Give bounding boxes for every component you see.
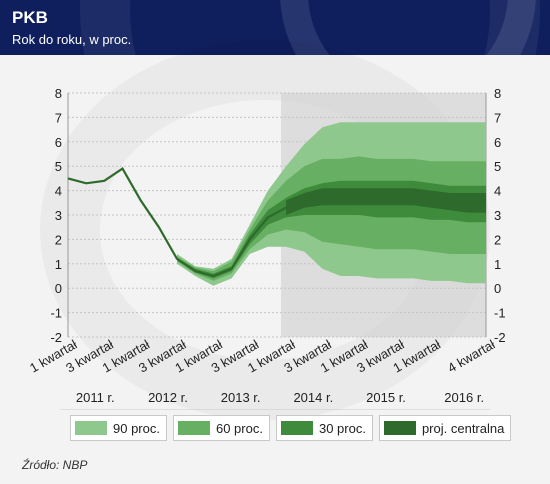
y-tick-label-left: 4 (55, 184, 62, 199)
y-tick-label-right: 6 (494, 135, 501, 150)
chart-subtitle: Rok do roku, w proc. (12, 32, 132, 47)
y-tick-label-right: 8 (494, 86, 501, 101)
y-tick-label-right: -1 (494, 306, 506, 321)
y-tick-label-right: 2 (494, 232, 501, 247)
y-tick-label-left: 6 (55, 135, 62, 150)
legend-label-central: proj. centralna (421, 420, 505, 436)
x-tick-label: 4 kwartał (445, 337, 498, 376)
legend-swatch-30 (280, 421, 313, 435)
legend-label-30: 30 proc. (318, 420, 366, 436)
y-tick-label-left: 8 (55, 86, 62, 101)
legend-swatch-60 (177, 421, 210, 435)
y-tick-label-left: 0 (55, 281, 62, 296)
year-label: 2015 r. (366, 390, 406, 405)
year-label: 2013 r. (221, 390, 261, 405)
y-tick-label-right: -2 (494, 330, 506, 345)
chart-title: PKB (12, 8, 48, 27)
year-label: 2014 r. (293, 390, 333, 405)
legend-item-60: 60 proc. (172, 415, 270, 441)
source-note: Źródło: NBP (22, 458, 88, 472)
chart-header: PKB Rok do roku, w proc. (0, 0, 550, 55)
legend-item-30: 30 proc. (275, 415, 373, 441)
y-tick-label-left: 3 (55, 208, 62, 223)
y-tick-label-left: 2 (55, 232, 62, 247)
y-tick-label-right: 4 (494, 184, 501, 199)
year-label: 2016 r. (444, 390, 484, 405)
y-tick-label-left: 7 (55, 110, 62, 125)
legend-label-60: 60 proc. (215, 420, 263, 436)
y-tick-label-left: 5 (55, 159, 62, 174)
y-tick-label-left: 1 (55, 257, 62, 272)
y-tick-label-right: 7 (494, 110, 501, 125)
central-line (67, 167, 486, 278)
y-tick-label-left: -2 (50, 330, 62, 345)
y-tick-label-left: -1 (50, 306, 62, 321)
y-tick-label-right: 5 (494, 159, 501, 174)
legend-swatch-central (383, 421, 416, 435)
legend-item-central: proj. centralna (378, 415, 512, 441)
year-label: 2011 r. (76, 390, 115, 405)
y-tick-label-right: 3 (494, 208, 501, 223)
legend-label-90: 90 proc. (113, 420, 160, 436)
y-tick-label-right: 1 (494, 257, 501, 272)
legend-item-90: 90 proc. (70, 415, 167, 441)
y-tick-label-right: 0 (494, 281, 501, 296)
band-central (286, 188, 486, 215)
legend-swatch-90 (75, 421, 107, 435)
chart-legend: 90 proc. 60 proc. 30 proc. proj. central… (70, 415, 512, 441)
year-label: 2012 r. (148, 390, 188, 405)
